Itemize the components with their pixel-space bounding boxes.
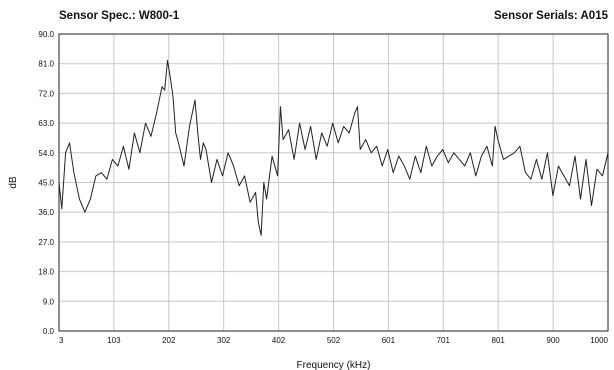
y-tick-label: 18.0 [38, 268, 54, 277]
x-tick-label: 502 [327, 336, 341, 345]
y-tick-label: 54.0 [38, 149, 54, 158]
x-tick-label: 302 [217, 336, 231, 345]
x-axis-label: Frequency (kHz) [297, 360, 371, 370]
y-tick-label: 9.0 [43, 297, 55, 306]
x-tick-label: 103 [107, 336, 121, 345]
y-tick-label: 27.0 [38, 238, 54, 247]
y-tick-label: 72.0 [38, 89, 54, 98]
sensor-spec-label: Sensor Spec.: W800-1 [59, 10, 180, 22]
y-tick-label: 81.0 [38, 60, 54, 69]
x-tick-label: 202 [162, 336, 176, 345]
x-tick-label: 701 [437, 336, 451, 345]
y-tick-label: 0.0 [43, 327, 55, 336]
y-tick-label: 63.0 [38, 119, 54, 128]
x-tick-label: 1000 [590, 336, 608, 345]
grid-lines [59, 34, 608, 331]
y-tick-label: 45.0 [38, 179, 54, 188]
x-tick-label: 402 [272, 336, 286, 345]
x-tick-label: 601 [382, 336, 396, 345]
y-tick-label: 90.0 [38, 30, 54, 39]
x-tick-label: 801 [492, 336, 506, 345]
x-tick-label: 900 [546, 336, 560, 345]
y-axis-label: dB [8, 176, 19, 189]
x-tick-label: 3 [59, 336, 64, 345]
series-line [58, 59, 609, 236]
sensor-serials-label: Sensor Serials: A015 [494, 10, 608, 22]
tick-labels: 3 103 202 302 402 502 601 701 801 900 1000 0.0 9.0 18… [38, 30, 608, 345]
y-tick-label: 36.0 [38, 208, 54, 217]
